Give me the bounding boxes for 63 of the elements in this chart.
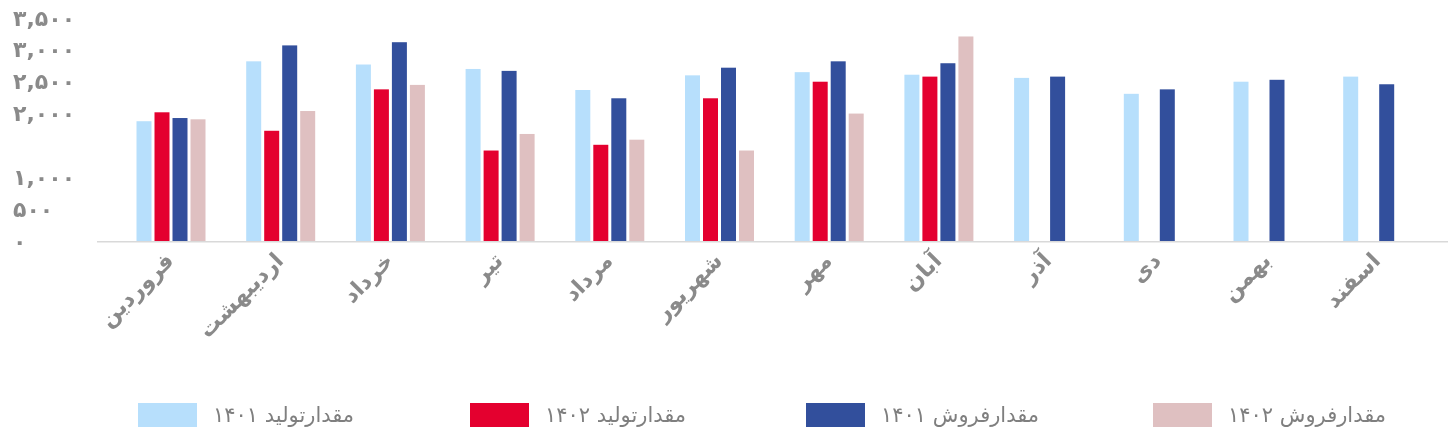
- bar: [246, 61, 262, 241]
- x-tick-label: مرداد: [559, 247, 619, 307]
- bar: [703, 98, 718, 241]
- bar: [1123, 93, 1139, 241]
- bar: [1050, 76, 1066, 241]
- bar: [721, 67, 736, 241]
- bar: [501, 70, 517, 241]
- bar: [922, 76, 938, 241]
- bar: [739, 150, 754, 241]
- x-tick-label: دی: [1125, 247, 1166, 288]
- x-tick-label: خرداد: [338, 247, 399, 309]
- bar: [1269, 79, 1285, 241]
- bar: [300, 111, 316, 241]
- bar: [1159, 89, 1175, 241]
- y-tick-label: ۲,۰۰۰: [13, 101, 76, 127]
- bar: [483, 150, 499, 241]
- legend-label: مقدارتولید ۱۴۰۲: [545, 403, 687, 427]
- y-tick-label: ۱,۰۰۰: [13, 164, 76, 190]
- bar: [629, 139, 645, 241]
- bar: [940, 63, 956, 241]
- bar: [264, 130, 280, 241]
- x-tick-label: فروردین: [94, 247, 180, 333]
- bar: [958, 36, 974, 241]
- bar: [409, 84, 425, 241]
- bar: [611, 98, 627, 241]
- bar: [373, 89, 389, 241]
- legend-label: مقدارفروش ۱۴۰۱: [881, 403, 1040, 427]
- bar: [1014, 77, 1030, 241]
- bar: [1233, 81, 1249, 241]
- bar: [830, 61, 846, 241]
- legend-label: مقدارتولید ۱۴۰۱: [213, 403, 355, 427]
- x-tick-label: آذر: [1014, 246, 1057, 289]
- bar: [1379, 84, 1395, 241]
- x-tick-label: شهریور: [648, 247, 728, 327]
- bar: [848, 113, 864, 241]
- bar: [812, 81, 828, 241]
- bar: [391, 42, 407, 241]
- bar: [154, 112, 170, 241]
- y-tick-label: ۰: [13, 228, 27, 254]
- x-tick-label: آبان: [897, 246, 947, 296]
- x-tick-label: تیر: [467, 247, 509, 289]
- bar: [136, 121, 152, 241]
- bar: [355, 64, 371, 241]
- bar: [593, 144, 609, 241]
- y-tick-label: ۵۰۰: [13, 196, 54, 222]
- x-tick-label: مهر: [788, 247, 838, 297]
- legend-label: مقدارفروش ۱۴۰۲: [1228, 403, 1387, 427]
- bar: [1343, 76, 1359, 241]
- bar: [685, 75, 700, 241]
- bar: [904, 74, 920, 241]
- bar: [282, 45, 298, 241]
- y-tick-label: ۲,۵۰۰: [13, 69, 76, 95]
- bar: [794, 72, 810, 241]
- x-tick-label: اسفند: [1320, 247, 1386, 313]
- bar: [519, 133, 535, 241]
- y-tick-label: ۳,۵۰۰: [13, 5, 76, 31]
- bar: [575, 90, 591, 241]
- x-tick-label: اردیبهشت: [193, 247, 289, 344]
- bar: [465, 68, 481, 241]
- bar: [172, 118, 188, 241]
- y-tick-label: ۳,۰۰۰: [13, 37, 76, 63]
- x-tick-label: بهمن: [1217, 247, 1277, 307]
- bar: [190, 119, 206, 241]
